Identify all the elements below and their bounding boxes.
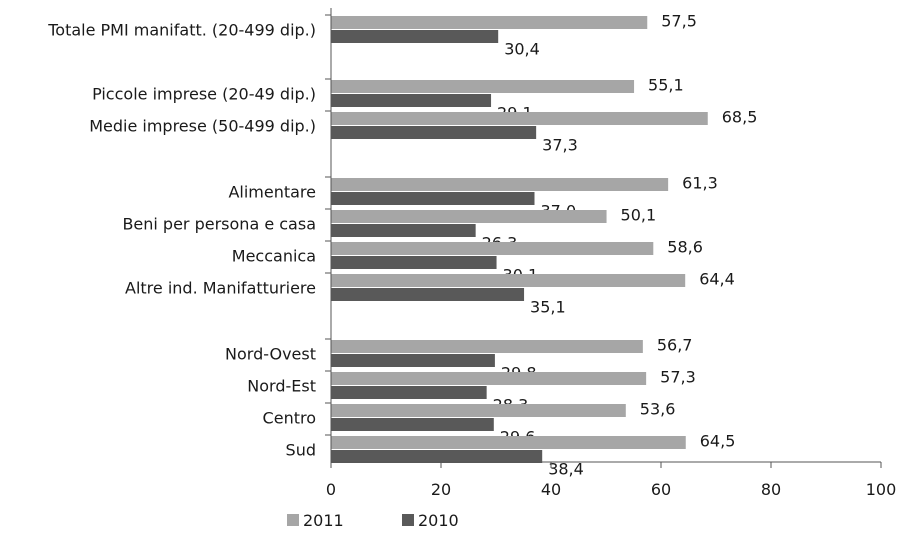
bar-2011-7 — [331, 340, 643, 353]
category-label: Alimentare — [228, 183, 316, 202]
data-label: 53,6 — [640, 400, 676, 419]
bar-2010-0 — [331, 30, 499, 43]
data-label: 61,3 — [682, 174, 718, 193]
category-label: Beni per persona e casa — [122, 215, 316, 234]
data-label: 64,5 — [700, 432, 736, 451]
data-label: 56,7 — [657, 336, 693, 355]
category-label: Centro — [263, 409, 316, 428]
data-label: 50,1 — [621, 206, 657, 225]
category-label: Meccanica — [232, 247, 316, 266]
bar-2010-9 — [331, 418, 494, 431]
bar-2011-0 — [331, 16, 648, 29]
data-label: 38,4 — [548, 460, 584, 479]
bar-2010-8 — [331, 386, 487, 399]
data-label: 35,1 — [530, 298, 566, 317]
category-label: Totale PMI manifatt. (20-499 dip.) — [47, 21, 316, 40]
bar-2010-10 — [331, 450, 543, 463]
bar-2011-10 — [331, 436, 686, 449]
x-tick-label: 60 — [651, 480, 671, 499]
x-tick-label: 40 — [541, 480, 561, 499]
data-label: 58,6 — [667, 238, 703, 257]
bar-2011-6 — [331, 274, 686, 287]
bar-2010-1 — [331, 94, 492, 107]
x-tick-label: 80 — [761, 480, 781, 499]
category-label: Nord-Ovest — [225, 345, 316, 364]
x-tick-label: 20 — [431, 480, 451, 499]
bar-2011-9 — [331, 404, 626, 417]
data-label: 30,4 — [504, 40, 540, 59]
data-label: 64,4 — [699, 270, 735, 289]
bar-2010-6 — [331, 288, 525, 301]
data-label: 57,5 — [661, 12, 697, 31]
bar-2011-5 — [331, 242, 654, 255]
bar-2010-2 — [331, 126, 537, 139]
data-label: 68,5 — [722, 108, 758, 127]
bar-2011-1 — [331, 80, 635, 93]
data-label: 55,1 — [648, 76, 684, 95]
legend-swatch-2011 — [287, 514, 299, 526]
bar-2010-5 — [331, 256, 497, 269]
legend-swatch-2010 — [402, 514, 414, 526]
category-label: Sud — [286, 441, 316, 460]
data-label: 37,3 — [542, 136, 578, 155]
bar-2011-8 — [331, 372, 647, 385]
data-label: 57,3 — [660, 368, 696, 387]
bar-2010-4 — [331, 224, 476, 237]
x-tick-label: 0 — [326, 480, 336, 499]
category-label: Piccole imprese (20-49 dip.) — [92, 85, 316, 104]
bar-2010-7 — [331, 354, 495, 367]
legend-label-2011: 2011 — [303, 511, 344, 530]
category-label: Medie imprese (50-499 dip.) — [89, 117, 316, 136]
bar-2011-4 — [331, 210, 607, 223]
x-tick-label: 100 — [866, 480, 897, 499]
bar-2011-2 — [331, 112, 708, 125]
legend-label-2010: 2010 — [418, 511, 459, 530]
bar-2011-3 — [331, 178, 669, 191]
bar-2010-3 — [331, 192, 535, 205]
category-label: Nord-Est — [247, 377, 316, 396]
category-label: Altre ind. Manifatturiere — [125, 279, 316, 298]
